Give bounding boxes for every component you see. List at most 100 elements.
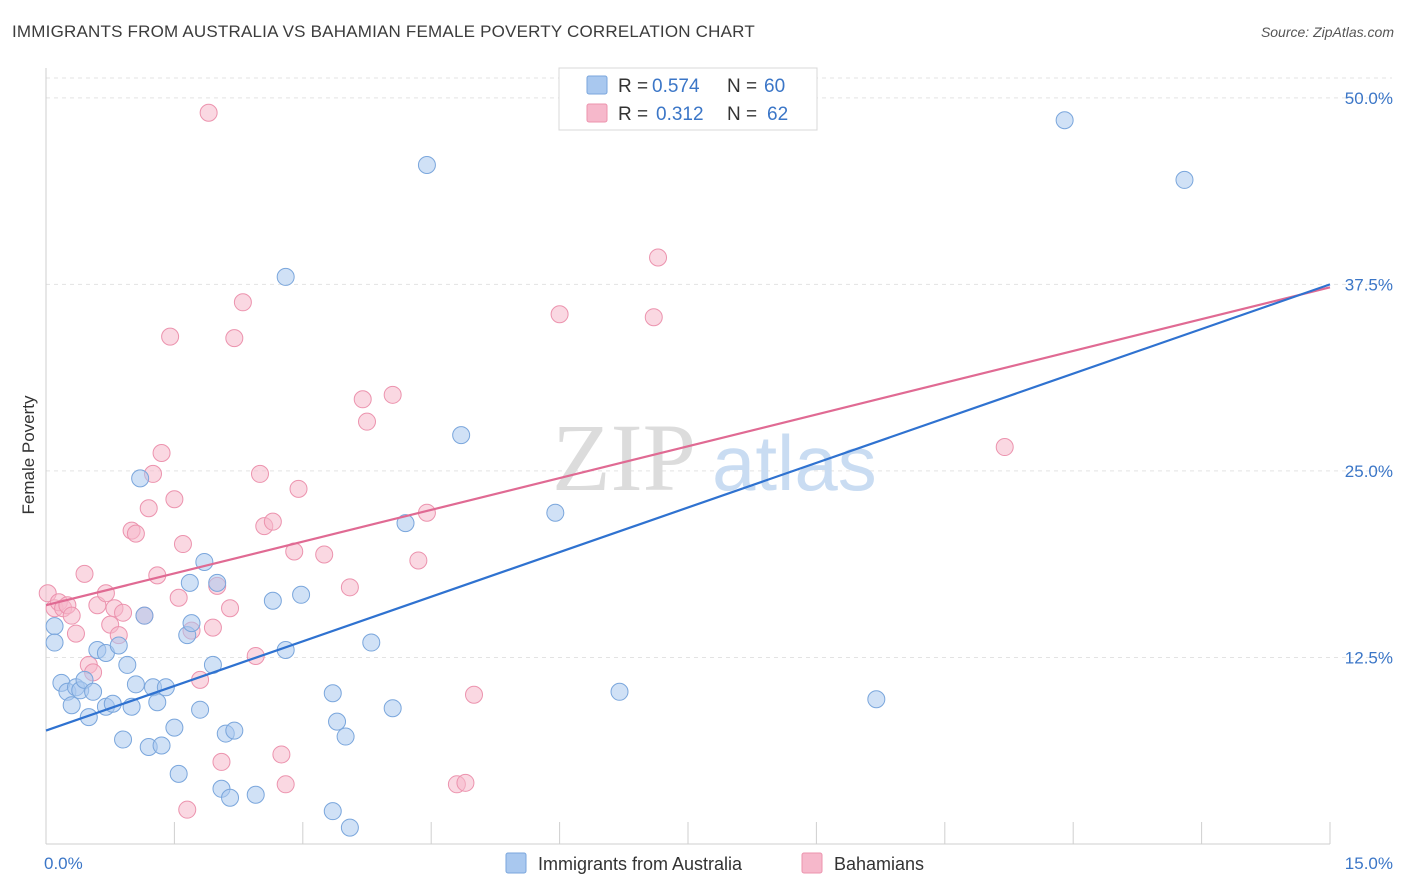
bahamians-trend-line	[45, 286, 1331, 607]
bahamians-point-46	[340, 578, 359, 597]
australia-point-54	[546, 503, 565, 522]
legend-r-value-bahamians: 0.312	[656, 104, 704, 125]
bahamians-point-15	[114, 603, 133, 622]
legend-n-value-australia: 60	[764, 76, 785, 97]
australia-point-50	[383, 699, 402, 718]
australia-point-1	[45, 633, 64, 652]
y-tick-label-3: 50.0%	[1345, 89, 1393, 108]
australia-point-9	[84, 682, 103, 701]
australia-point-48	[340, 818, 359, 837]
bahamians-point-35	[225, 329, 244, 348]
australia-point-4	[62, 696, 81, 715]
bahamians-point-23	[161, 327, 180, 346]
australia-point-44	[323, 802, 342, 821]
legend-swatch-australia	[586, 75, 608, 95]
x-tick-label-max: 15.0%	[1345, 854, 1393, 873]
australia-point-23	[148, 693, 167, 712]
australia-point-27	[169, 764, 188, 783]
bahamians-point-40	[263, 512, 282, 531]
australia-point-31	[191, 700, 210, 719]
australia-point-16	[118, 655, 137, 674]
bahamians-point-53	[456, 773, 475, 792]
australia-point-24	[152, 736, 171, 755]
watermark-atlas: atlas	[712, 419, 877, 507]
bahamians-point-55	[550, 305, 569, 324]
australia-point-49	[362, 633, 381, 652]
australia-point-20	[135, 606, 154, 625]
bahamians-point-41	[272, 745, 291, 764]
watermark-zip: ZIP	[552, 404, 696, 511]
bahamians-point-33	[212, 752, 231, 771]
bahamians-point-44	[289, 479, 308, 498]
series-legend: Immigrants from Australia Bahamians	[505, 852, 924, 874]
australia-point-57	[1055, 111, 1074, 130]
australia-point-40	[263, 591, 282, 610]
bahamians-point-26	[173, 535, 192, 554]
bahamians-point-42	[276, 775, 295, 794]
australia-point-45	[323, 684, 342, 703]
bahamians-point-31	[203, 618, 222, 637]
series-legend-swatch-australia	[505, 852, 527, 874]
bahamians-point-57	[649, 248, 668, 267]
bahamians-point-27	[178, 800, 197, 819]
bahamians-point-47	[353, 390, 372, 409]
y-axis-label: Female Poverty	[19, 395, 38, 515]
australia-point-41	[276, 267, 295, 286]
y-tick-label-1: 25.0%	[1345, 462, 1393, 481]
australia-point-0	[45, 617, 64, 636]
bahamians-point-22	[152, 444, 171, 463]
legend-n-value-bahamians: 62	[767, 104, 788, 125]
australia-point-58	[1175, 170, 1194, 189]
australia-point-43	[292, 585, 311, 604]
series-legend-label-australia: Immigrants from Australia	[538, 854, 743, 874]
bahamians-point-36	[233, 293, 252, 312]
bahamians-point-34	[221, 599, 240, 618]
stats-legend: R = 0.574 N = 60 R = 0.312 N = 62	[558, 67, 818, 131]
legend-n-label-australia: N =	[727, 76, 757, 97]
australia-point-51	[396, 514, 415, 533]
australia-point-30	[182, 614, 201, 633]
legend-r-value-australia: 0.574	[652, 76, 700, 97]
australia-point-46	[328, 712, 347, 731]
bahamians-point-19	[139, 499, 158, 518]
bahamians-point-56	[644, 308, 663, 327]
australia-point-26	[165, 718, 184, 737]
bahamians-point-38	[251, 464, 269, 483]
y-tick-label-2: 37.5%	[1345, 275, 1393, 294]
legend-swatch-bahamians	[586, 103, 608, 123]
y-axis-tick-labels: 12.5% 25.0% 37.5% 50.0%	[1345, 89, 1393, 668]
bahamians-point-6	[66, 624, 85, 643]
bahamians-point-58	[995, 438, 1014, 457]
bahamians-points	[38, 103, 1014, 819]
legend-r-label-bahamians: R =	[618, 104, 648, 125]
australia-point-37	[221, 788, 240, 807]
bahamians-point-50	[409, 551, 428, 570]
australia-trend-line	[45, 283, 1331, 732]
series-legend-label-bahamians: Bahamians	[834, 854, 924, 874]
australia-points	[45, 111, 1194, 837]
australia-point-34	[208, 573, 227, 592]
gridlines	[46, 77, 1392, 658]
australia-point-55	[610, 682, 629, 701]
bahamians-point-30	[199, 103, 218, 122]
bahamians-point-45	[315, 545, 334, 564]
australia-point-29	[180, 573, 199, 592]
bahamians-point-11	[96, 584, 115, 603]
bahamians-point-24	[165, 490, 184, 509]
australia-point-14	[109, 636, 128, 655]
australia-point-39	[246, 785, 265, 804]
legend-n-label-bahamians: N =	[727, 104, 757, 125]
australia-point-47	[336, 727, 355, 746]
source-credit: Source: ZipAtlas.com	[1260, 24, 1394, 40]
australia-point-52	[417, 156, 436, 174]
australia-point-15	[114, 730, 133, 749]
australia-point-56	[867, 690, 886, 709]
australia-point-18	[126, 675, 145, 694]
australia-point-8	[79, 708, 98, 727]
bahamians-point-17	[126, 524, 145, 543]
bahamians-point-25	[169, 588, 188, 607]
australia-point-38	[225, 721, 244, 740]
australia-point-53	[452, 426, 471, 445]
bahamians-point-54	[465, 685, 483, 704]
